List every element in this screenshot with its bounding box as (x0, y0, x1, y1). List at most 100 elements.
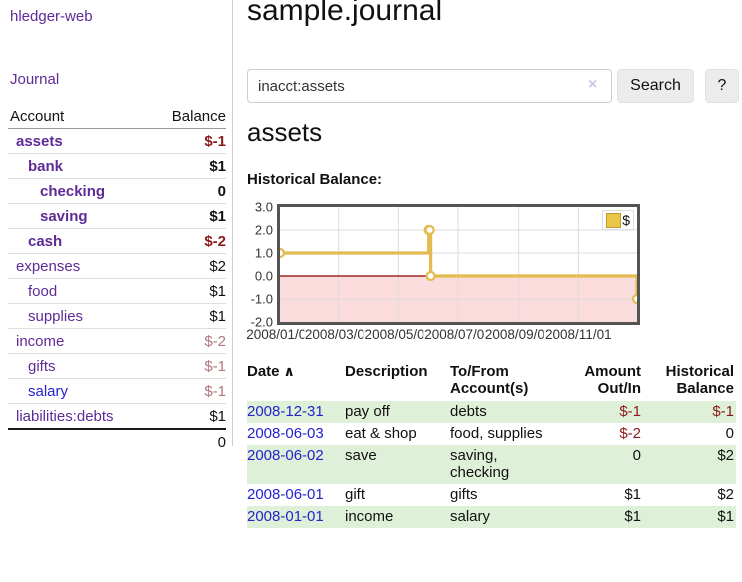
x-axis-tick-label: 2008/07/01 (423, 327, 493, 342)
transaction-date-link[interactable]: 2008-01-01 (247, 508, 324, 525)
account-balance: $-1 (204, 132, 226, 150)
transaction-date-link[interactable]: 2008-06-03 (247, 425, 324, 442)
account-link-gifts[interactable]: gifts (28, 357, 56, 375)
accounts-col-account: Account (10, 107, 65, 125)
register-row: 2008-12-31 pay off debts $-1 $-1 (247, 401, 736, 423)
account-row-saving: saving $1 (8, 204, 226, 229)
legend-swatch-icon (606, 212, 622, 228)
transaction-balance: $1 (717, 508, 734, 525)
column-header-description: Description (345, 363, 428, 380)
account-balance: $-1 (204, 357, 226, 375)
account-row-bank: bank $1 (8, 154, 226, 179)
account-row-salary: salary $-1 (8, 379, 226, 404)
transaction-balance: $-1 (712, 403, 734, 420)
account-link-expenses[interactable]: expenses (16, 257, 81, 275)
register-row: 2008-06-02 save saving, checking 0 $2 (247, 445, 736, 484)
account-row-cash: cash $-2 (8, 229, 226, 254)
transaction-balance: $2 (717, 486, 734, 503)
transaction-amount: $1 (624, 508, 641, 525)
historical-balance-chart: $ 3.0 2.0 1.0 0.0 -1.0 -2.0 2008/01/01 2008/03… (245, 199, 667, 345)
transaction-description: income (345, 508, 394, 525)
transaction-accounts: food, supplies (450, 425, 543, 442)
search-form: × Search ? (247, 69, 742, 103)
column-header-accounts: To/From Account(s) (450, 363, 529, 397)
column-header-amount: Amount Out/In (584, 363, 641, 397)
transaction-description: eat & shop (345, 425, 417, 442)
search-button[interactable]: Search (617, 69, 694, 103)
account-row-liabilities-debts: liabilities:debts $1 (8, 404, 226, 430)
account-link-liabilities-debts[interactable]: liabilities:debts (16, 407, 114, 425)
account-balance: $2 (209, 257, 226, 275)
account-page-title: assets (247, 117, 323, 147)
account-row-assets: assets $-1 (8, 129, 226, 154)
y-axis-tick-label: 3.0 (254, 199, 273, 215)
register-row: 2008-06-03 eat & shop food, supplies $-2… (247, 423, 736, 445)
search-input[interactable] (247, 69, 612, 103)
account-balance: $1 (209, 307, 226, 325)
transaction-accounts: salary (450, 508, 491, 525)
account-link-salary[interactable]: salary (28, 382, 69, 400)
chart-legend: $ (602, 210, 634, 230)
account-row-income: income $-2 (8, 329, 226, 354)
transaction-date-link[interactable]: 2008-06-02 (247, 447, 324, 464)
brand-link[interactable]: hledger-web (10, 8, 93, 25)
register-row: 2008-06-01 gift gifts $1 $2 (247, 484, 736, 506)
x-axis-tick-label: 2008/05/01 (363, 327, 434, 342)
account-link-cash[interactable]: cash (28, 232, 63, 250)
account-balance: $1 (209, 407, 226, 425)
account-row-food: food $1 (8, 279, 226, 304)
chart-plot-area: $ (277, 204, 640, 325)
y-axis-tick-label: -2.0 (250, 314, 273, 330)
transaction-balance: 0 (725, 425, 734, 442)
x-axis-tick-label: 2008/03/01 (303, 327, 374, 342)
transaction-accounts: gifts (450, 486, 478, 503)
y-axis-tick-label: -1.0 (250, 291, 273, 307)
x-axis-tick-label: 2008/01/01 (245, 327, 315, 342)
historical-balance-label: Historical Balance: (247, 171, 383, 188)
x-axis-tick-label: 2008/11/01 (544, 327, 613, 342)
account-balance: $1 (209, 157, 226, 175)
account-row-expenses: expenses $2 (8, 254, 226, 279)
account-balance: $-2 (204, 232, 226, 250)
account-balance: $1 (209, 282, 226, 300)
x-axis-tick-label: 2008/09/01 (483, 327, 554, 342)
transaction-amount: $-1 (619, 403, 641, 420)
accounts-total-value: 0 (217, 433, 226, 451)
account-link-saving[interactable]: saving (40, 207, 88, 225)
account-balance: $-1 (204, 382, 226, 400)
page-title: sample.journal (247, 0, 443, 27)
y-axis-tick-label: 2.0 (254, 222, 273, 238)
transaction-accounts: debts (450, 403, 487, 420)
account-balance: $-2 (204, 332, 226, 350)
account-link-income[interactable]: income (16, 332, 65, 350)
transaction-description: gift (345, 486, 366, 503)
help-button[interactable]: ? (705, 69, 739, 103)
transaction-date-link[interactable]: 2008-12-31 (247, 403, 324, 420)
sidebar-item-journal[interactable]: Journal (10, 71, 60, 88)
sidebar: hledger-web Journal Account Balance asse… (0, 0, 233, 451)
chart-canvas (280, 207, 637, 322)
account-link-bank[interactable]: bank (28, 157, 64, 175)
legend-label: $ (622, 212, 630, 228)
account-balance: 0 (217, 182, 226, 200)
accounts-total-row: 0 (8, 430, 226, 454)
column-header-date[interactable]: Date ∧ (247, 363, 295, 380)
account-balance: $1 (209, 207, 226, 225)
y-axis-tick-label: 0.0 (254, 268, 273, 284)
transaction-date-link[interactable]: 2008-06-01 (247, 486, 324, 503)
accounts-table: Account Balance assets $-1 bank $1 check… (8, 104, 226, 454)
clear-search-icon[interactable]: × (588, 76, 598, 93)
transaction-amount: $-2 (619, 425, 641, 442)
account-link-food[interactable]: food (28, 282, 58, 300)
account-link-assets[interactable]: assets (16, 132, 63, 150)
account-link-checking[interactable]: checking (40, 182, 106, 200)
register-header-row: Date ∧ Description To/From Account(s) Amo… (247, 360, 736, 401)
account-link-supplies[interactable]: supplies (28, 307, 84, 325)
transaction-balance: $2 (717, 447, 734, 464)
transaction-amount: 0 (632, 447, 641, 464)
transaction-accounts: saving, checking (450, 447, 510, 481)
chart-x-axis-labels: 2008/01/01 2008/03/01 2008/05/01 2008/07/01… (245, 327, 660, 343)
register-table: Date ∧ Description To/From Account(s) Amo… (247, 360, 736, 528)
transaction-amount: $1 (624, 486, 641, 503)
column-header-balance: Historical Balance (665, 363, 734, 397)
